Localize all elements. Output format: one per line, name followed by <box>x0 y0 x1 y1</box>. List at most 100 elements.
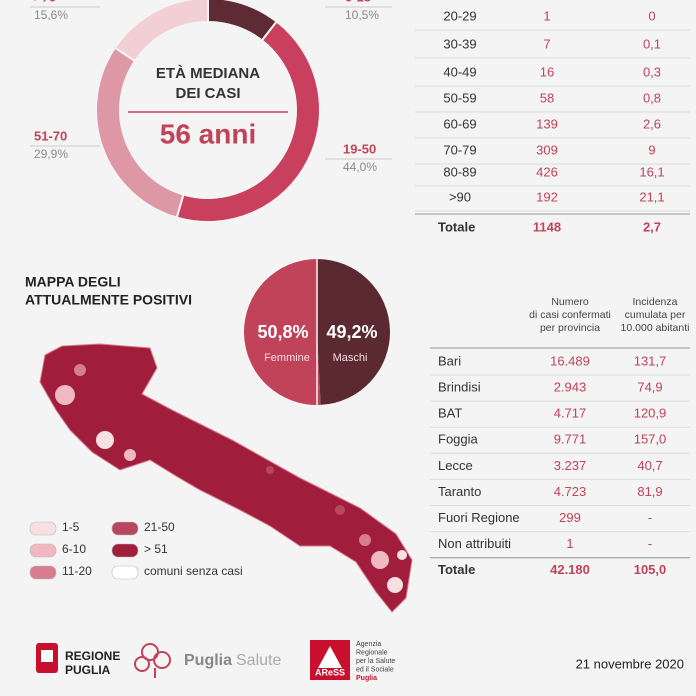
province-cell: 120,9 <box>634 406 667 421</box>
aress-logo: AReSS <box>315 667 345 677</box>
province-cell: 81,9 <box>637 484 662 499</box>
pie-value-label: 49,2% <box>326 322 377 342</box>
province-cell: - <box>648 536 652 551</box>
age-table-cell: 60-69 <box>443 116 476 131</box>
age-table-cell: 7 <box>543 36 550 51</box>
age-table-cell: 192 <box>536 189 558 204</box>
age-table-cell: 0,8 <box>643 90 661 105</box>
age-table-cell: 20-29 <box>443 8 476 23</box>
province-cell: BAT <box>438 406 462 421</box>
province-cell: 4.723 <box>554 484 587 499</box>
legend-swatch <box>111 521 139 536</box>
pie-category: Femmine <box>264 352 310 364</box>
legend-swatch <box>111 565 139 580</box>
legend-label: 11-20 <box>62 564 92 578</box>
donut-value-label: 15,6% <box>34 8 68 22</box>
aress-name: per la Salute <box>356 658 395 665</box>
province-header: di casi confermati <box>529 309 611 321</box>
age-table-cell: 40-49 <box>443 64 476 79</box>
age-table-cell: 0 <box>648 8 655 23</box>
age-table-cell: 1148 <box>533 219 561 234</box>
legend-label: > 51 <box>144 542 168 556</box>
age-table-cell: >90 <box>449 189 471 204</box>
donut-value-label: 10,5% <box>345 8 379 22</box>
map-title: ATTUALMENTE POSITIVI <box>25 292 192 308</box>
age-table-cell: 309 <box>536 142 558 157</box>
province-header: cumulata per <box>625 309 686 321</box>
province-cell: Taranto <box>438 484 481 499</box>
province-cell: Fuori Regione <box>438 510 520 525</box>
median-title: DEI CASI <box>175 85 240 102</box>
province-cell: Non attribuiti <box>438 536 511 551</box>
pie-slice <box>244 259 321 405</box>
regione-label: PUGLIA <box>65 663 111 677</box>
province-header: Incidenza <box>633 296 678 308</box>
province-cell: 157,0 <box>634 432 667 447</box>
logo-shapes <box>36 640 350 680</box>
pie-slice <box>317 259 391 405</box>
age-table-cell: 139 <box>536 116 558 131</box>
province-cell: 42.180 <box>550 562 590 577</box>
donut-segment <box>113 0 209 63</box>
age-table-cell: 50-59 <box>443 90 476 105</box>
province-cell: 131,7 <box>634 353 667 368</box>
donut-category: 51-70 <box>34 128 67 143</box>
donut-value-label: 29,9% <box>34 147 68 161</box>
age-table-cell: 70-79 <box>443 142 476 157</box>
median-title: ETÀ MEDIANA <box>156 65 260 82</box>
age-table-cell: 1 <box>543 8 550 23</box>
aress-name: Agenzia <box>356 641 381 648</box>
age-table-cell: 30-39 <box>443 36 476 51</box>
age-table-cell: 58 <box>540 90 554 105</box>
legend-swatch <box>29 521 57 536</box>
pie-value-label: 50,8% <box>257 322 308 342</box>
puglia-salute: Salute <box>236 652 281 669</box>
legend-label: 21-50 <box>144 520 175 534</box>
province-cell: 9.771 <box>554 432 587 447</box>
pie-category: Maschi <box>333 352 368 364</box>
province-cell: - <box>648 510 652 525</box>
province-cell: 105,0 <box>634 562 667 577</box>
aress-name: ed il Sociale <box>356 666 394 673</box>
map-title: MAPPA DEGLI <box>25 274 121 290</box>
legend-label: 1-5 <box>62 520 80 534</box>
donut-category: >70 <box>34 0 56 4</box>
median-value: 56 anni <box>160 118 256 149</box>
province-header: per provincia <box>540 322 600 334</box>
province-cell: 16.489 <box>550 353 590 368</box>
legend-swatch <box>111 543 139 558</box>
age-table-cell: Totale <box>438 219 475 234</box>
donut-center <box>124 26 292 194</box>
age-table-cell: 9 <box>648 142 655 157</box>
legend-swatch <box>29 543 57 558</box>
puglia-map <box>39 343 413 613</box>
regione-label: REGIONE <box>65 649 120 663</box>
date: 21 novembre 2020 <box>576 656 684 671</box>
puglia-salute: Puglia <box>184 652 232 669</box>
age-table-cell: 0,3 <box>643 64 661 79</box>
province-cell: 4.717 <box>554 406 587 421</box>
age-table-cell: 0,1 <box>643 36 661 51</box>
province-cell: Bari <box>438 353 461 368</box>
province-cell: 2.943 <box>554 380 587 395</box>
province-cell: 3.237 <box>554 458 587 473</box>
age-table-cell: 2,6 <box>643 116 661 131</box>
province-header: 10.000 abitanti <box>621 322 690 334</box>
province-cell: Lecce <box>438 458 473 473</box>
age-table-cell: 80-89 <box>443 164 476 179</box>
age-table-cell: 16,1 <box>639 164 664 179</box>
donut-category: 19-50 <box>343 141 376 156</box>
aress-name: Puglia <box>356 675 377 682</box>
province-cell: 1 <box>566 536 573 551</box>
province-cell: Foggia <box>438 432 479 447</box>
age-table-cell: 426 <box>536 164 558 179</box>
donut-value-label: 44,0% <box>343 160 377 174</box>
legend-label: comuni senza casi <box>144 564 243 578</box>
province-cell: Brindisi <box>438 380 481 395</box>
age-table-cell: 16 <box>540 64 554 79</box>
province-cell: 40,7 <box>637 458 662 473</box>
age-table-cell: 21,1 <box>639 189 664 204</box>
donut-category: 0-18 <box>345 0 371 4</box>
province-cell: 74,9 <box>637 380 662 395</box>
